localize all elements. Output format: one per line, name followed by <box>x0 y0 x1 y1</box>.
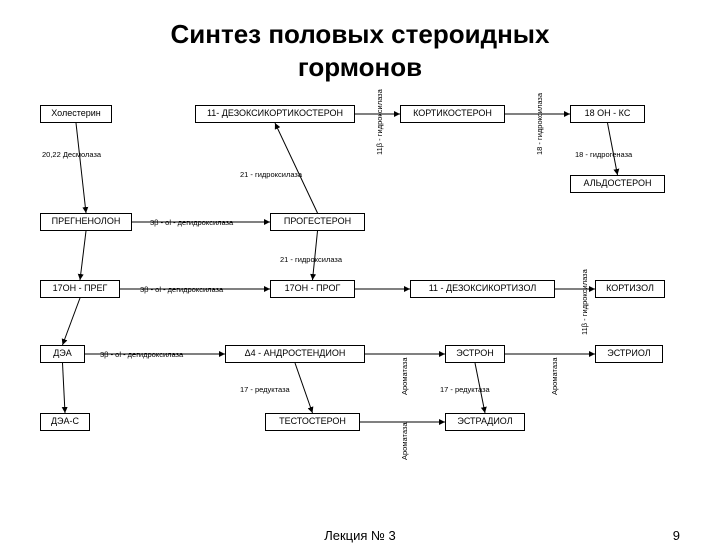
title-line2: гормонов <box>0 51 720 84</box>
lecture-label: Лекция № 3 <box>324 528 396 543</box>
edge-label-12: 17 - редуктаза <box>240 385 290 394</box>
node-chol: Холестерин <box>40 105 112 123</box>
edge-label-10: Ароматаза <box>400 357 409 395</box>
node-estriol: ЭСТРИОЛ <box>595 345 663 363</box>
node-preg: ПРЕГНЕНОЛОН <box>40 213 132 231</box>
edge-label-2: 18 - гидроксилаза <box>535 93 544 155</box>
node-ohks: 18 ОН - КС <box>570 105 645 123</box>
node-dea: ДЭА <box>40 345 85 363</box>
node-deas: ДЭА-С <box>40 413 90 431</box>
node-cortis: КОРТИЗОЛ <box>595 280 665 298</box>
flowchart: Холестерин 11- ДЕЗОКСИКОРТИКОСТЕРОН КОРТИК… <box>40 105 680 475</box>
node-aldo: АЛЬДОСТЕРОН <box>570 175 665 193</box>
node-andro: Δ4 - АНДРОСТЕНДИОН <box>225 345 365 363</box>
title-line1: Синтез половых стероидных <box>0 18 720 51</box>
node-estrad: ЭСТРАДИОЛ <box>445 413 525 431</box>
edge-label-6: 21 - гидроксилаза <box>280 255 342 264</box>
node-estron: ЭСТРОН <box>445 345 505 363</box>
edge-label-9: 3β - ol - дегидроксилаза <box>100 350 183 359</box>
node-ohpreg: 17ОН - ПРЕГ <box>40 280 120 298</box>
edge-label-3: 18 - гидрогеназа <box>575 150 632 159</box>
node-cort: КОРТИКОСТЕРОН <box>400 105 505 123</box>
node-deoxcz: 11 - ДЕЗОКСИКОРТИЗОЛ <box>410 280 555 298</box>
node-ohprog: 17ОН - ПРОГ <box>270 280 355 298</box>
edge-label-7: 3β - ol - дегидроксилаза <box>140 285 223 294</box>
edge-label-1: 11β - гидроксилаза <box>375 89 384 155</box>
edge-label-11: Ароматаза <box>550 357 559 395</box>
node-prog: ПРОГЕСТЕРОН <box>270 213 365 231</box>
edge-label-0: 20,22 Десмолаза <box>42 150 101 159</box>
edge-label-4: 21 - гидроксилаза <box>240 170 302 179</box>
edge-label-8: 11β - гидроксилаза <box>580 269 589 335</box>
page-title: Синтез половых стероидных гормонов <box>0 0 720 83</box>
edge-label-13: 17 - редуктаза <box>440 385 490 394</box>
edge-label-14: Ароматаза <box>400 422 409 460</box>
node-doc: 11- ДЕЗОКСИКОРТИКОСТЕРОН <box>195 105 355 123</box>
page-number: 9 <box>673 528 680 543</box>
edge-label-5: 3β - ol - дегидроксилаза <box>150 218 233 227</box>
node-testo: ТЕСТОСТЕРОН <box>265 413 360 431</box>
